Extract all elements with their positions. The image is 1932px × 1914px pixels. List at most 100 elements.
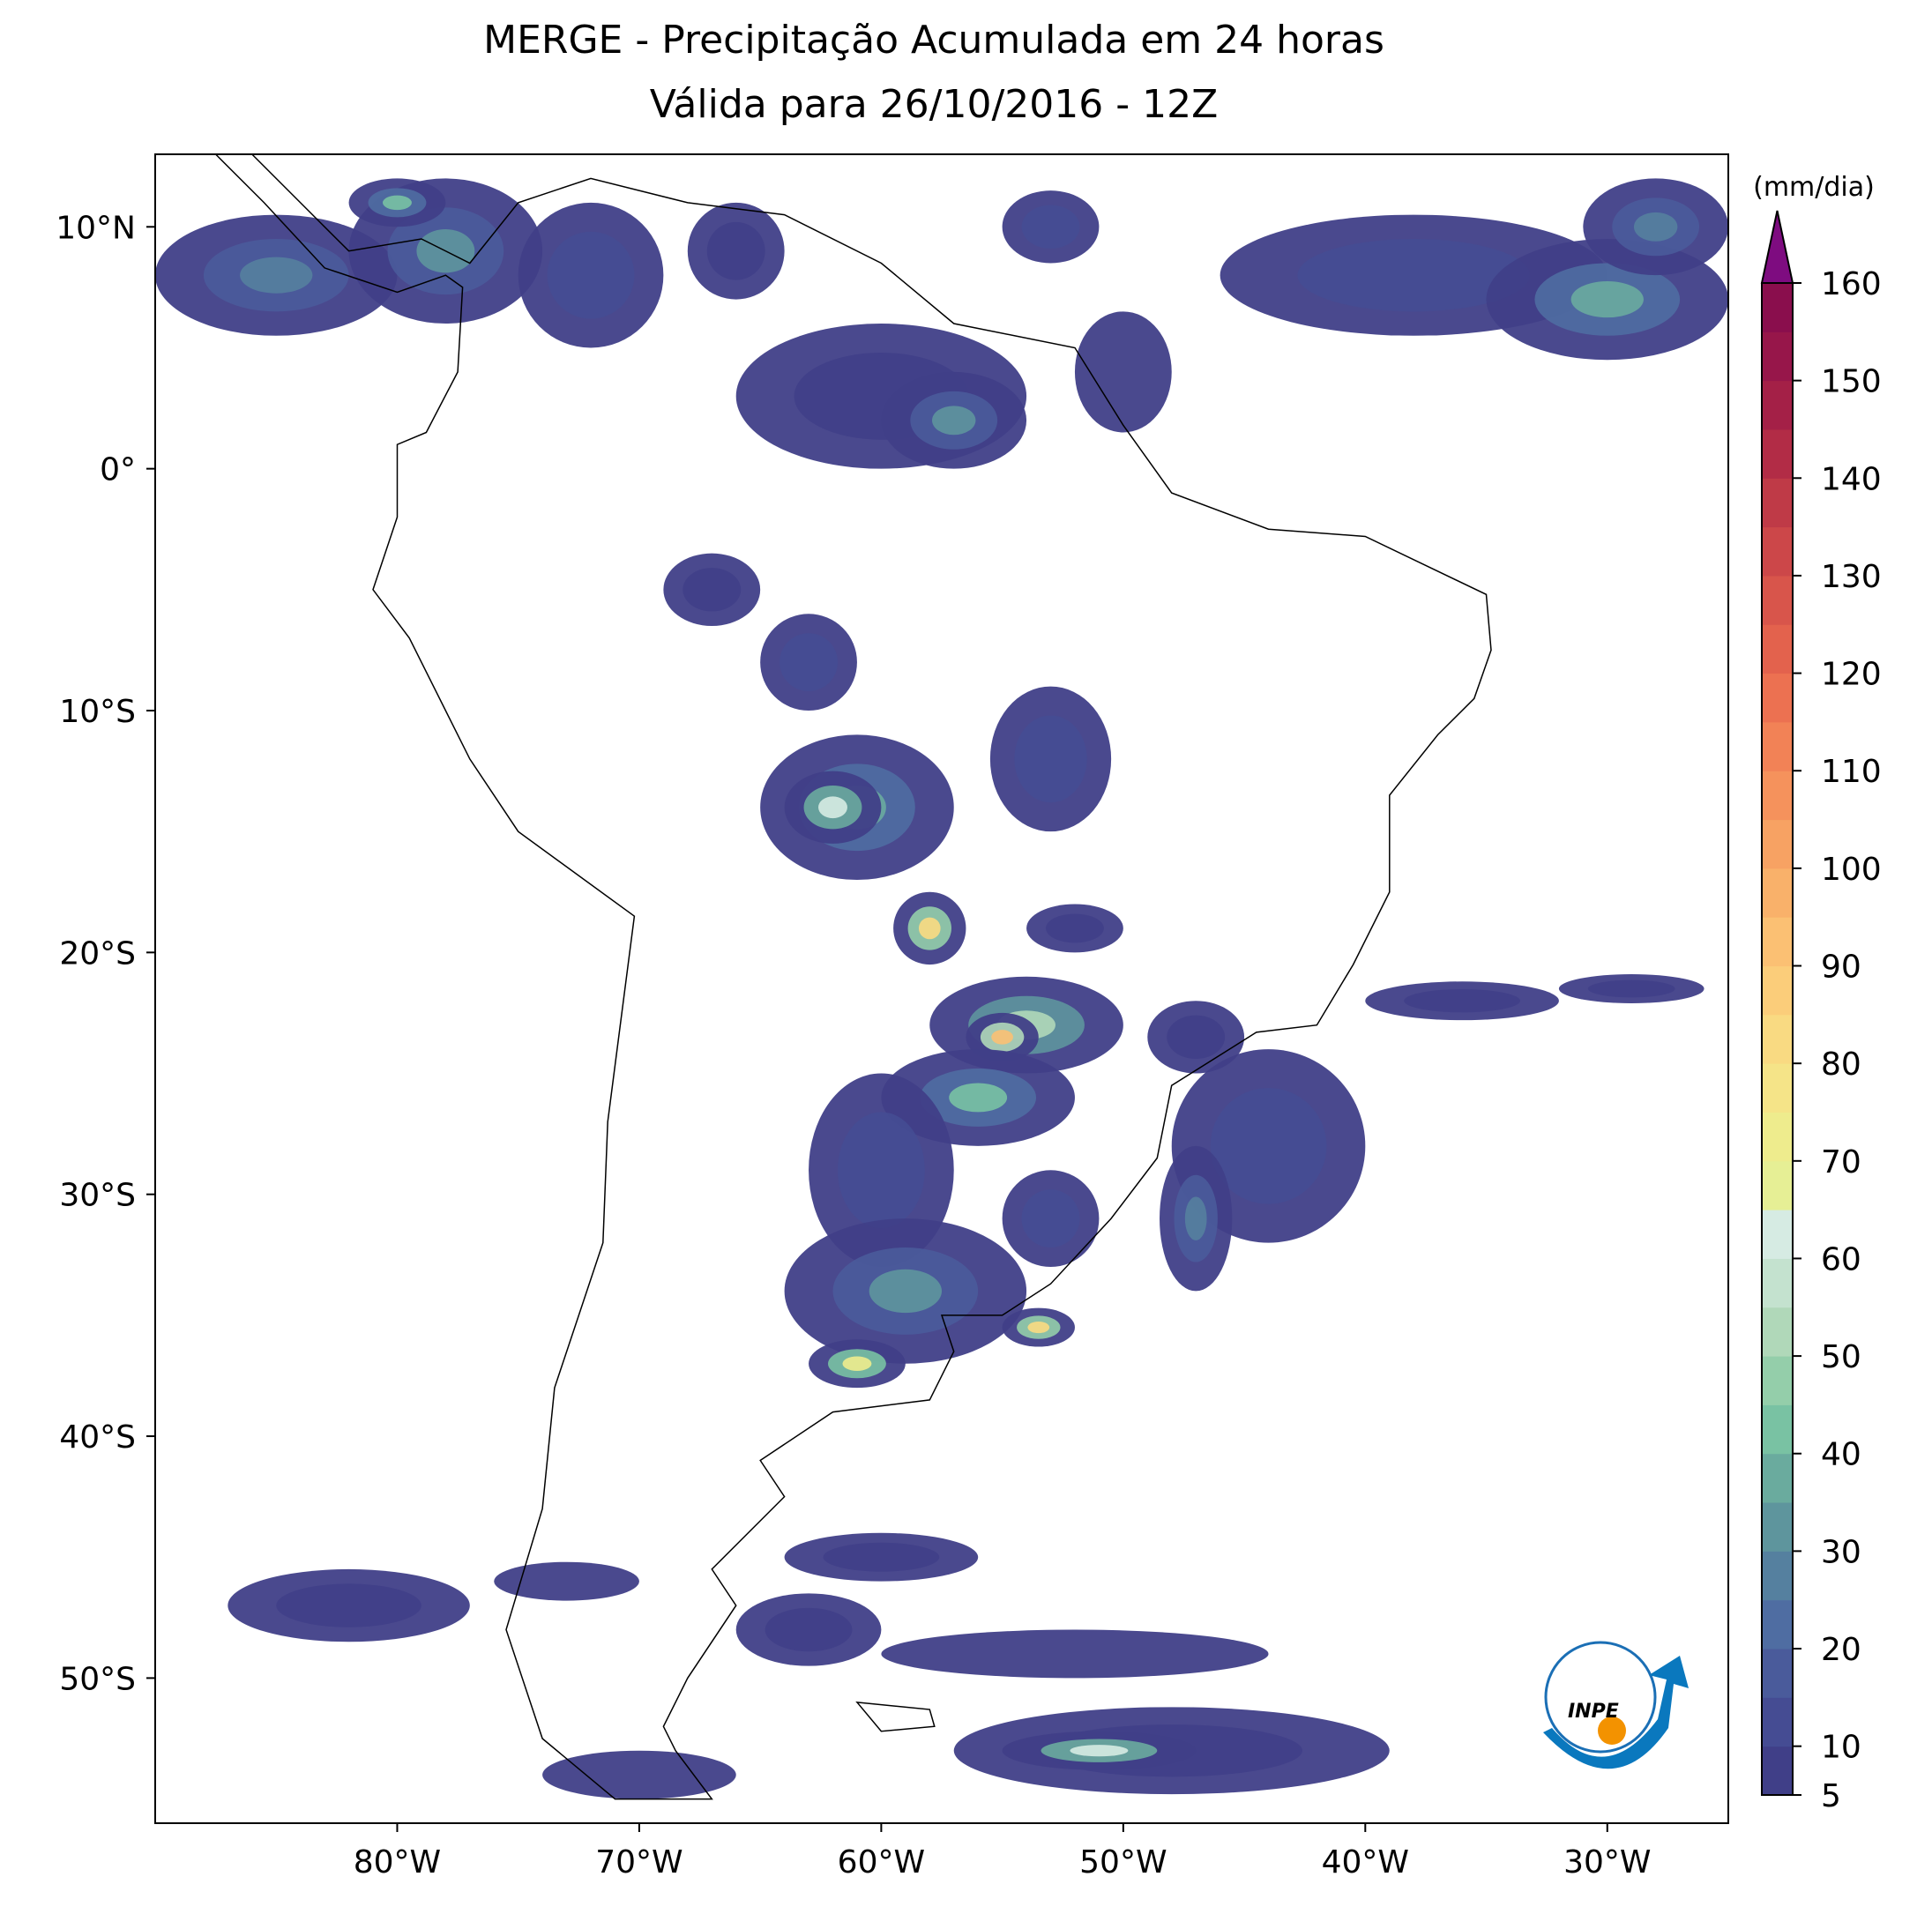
colorbar-tick-label: 130: [1821, 559, 1882, 595]
rain-core: [1021, 1189, 1080, 1248]
colorbar-band: [1762, 1453, 1793, 1503]
colorbar-tick-label: 50: [1821, 1339, 1861, 1375]
rain-peak: [1070, 1745, 1129, 1757]
rain-core: [765, 1607, 853, 1652]
y-tick-label: 50°S: [59, 1661, 136, 1697]
colorbar-tick-label: 30: [1821, 1534, 1861, 1570]
rain-core: [706, 221, 765, 280]
coastline: [215, 154, 1492, 1800]
colorbar-band: [1762, 1551, 1793, 1601]
colorbar-tick-label: 80: [1821, 1046, 1861, 1083]
colorbar-band: [1762, 673, 1793, 723]
colorbar-band: [1762, 1160, 1793, 1210]
rain-core: [823, 1542, 940, 1572]
colorbar-tick-label: 90: [1821, 950, 1861, 986]
map-frame: [154, 153, 1729, 1824]
colorbar-band: [1762, 771, 1793, 821]
colorbar-tick-label: 20: [1821, 1632, 1861, 1668]
map-content: [155, 154, 1728, 1800]
island: [855, 1701, 936, 1732]
colorbar-band: [1762, 1307, 1793, 1357]
rain-peak: [842, 1356, 872, 1371]
logo-sun: [1598, 1717, 1626, 1745]
rain-area: [542, 1750, 736, 1799]
rain-area: [494, 1561, 639, 1601]
colorbar-extend: [1760, 210, 1794, 284]
rain-peak: [918, 917, 941, 940]
colorbar-band: [1762, 1746, 1793, 1796]
rain-core: [1210, 1087, 1327, 1204]
rain-core: [837, 1112, 925, 1229]
rain-core: [683, 568, 742, 612]
colorbar-tick-label: 60: [1821, 1241, 1861, 1277]
rain-peak: [932, 406, 976, 436]
rain-core: [1046, 913, 1104, 943]
map-title: MERGE - Precipitação Acumulada em 24 hor…: [483, 18, 1384, 63]
colorbar-band: [1762, 1649, 1793, 1698]
colorbar-tick-label: 70: [1821, 1144, 1861, 1180]
colorbar-band: [1762, 526, 1793, 577]
colorbar-band: [1762, 868, 1793, 918]
map-subtitle: Válida para 26/10/2016 - 12Z: [650, 82, 1219, 127]
logo-ring: [1544, 1641, 1657, 1754]
colorbar-band: [1762, 478, 1793, 528]
colorbar-band: [1762, 575, 1793, 625]
rain-core: [1297, 239, 1530, 312]
rain-peak: [1184, 1196, 1207, 1240]
rain-peak: [1633, 212, 1678, 242]
colorbar-band: [1762, 721, 1793, 771]
colorbar-band: [1762, 1697, 1793, 1747]
y-tick-label: 10°S: [59, 694, 136, 730]
colorbar-band: [1762, 1502, 1793, 1552]
colorbar-band: [1762, 965, 1793, 1016]
colorbar-band: [1762, 380, 1793, 430]
colorbar-band: [1762, 1063, 1793, 1113]
logo-text: INPE: [1568, 1701, 1619, 1723]
y-tick-label: 20°S: [59, 935, 136, 972]
logo-arrow: [1543, 1656, 1689, 1769]
logo: INPE: [1543, 1641, 1689, 1769]
rain-peak: [991, 1030, 1013, 1045]
rain-peak: [869, 1269, 942, 1314]
colorbar-band: [1762, 819, 1793, 869]
rain-core: [1404, 989, 1520, 1013]
colorbar-band: [1762, 1210, 1793, 1259]
colorbar-tick-label: 150: [1821, 364, 1882, 400]
rain-core: [276, 1583, 421, 1627]
x-tick-label: 80°W: [354, 1844, 441, 1880]
colorbar-band: [1762, 1258, 1793, 1308]
colorbar-band: [1762, 331, 1793, 382]
rain-peak: [240, 257, 313, 294]
rain-peak: [949, 1083, 1008, 1113]
x-tick-label: 50°W: [1079, 1844, 1167, 1880]
colorbar-band: [1762, 283, 1793, 332]
rain-core: [1014, 715, 1087, 803]
colorbar-tick-label: 5: [1821, 1778, 1841, 1814]
x-tick-label: 30°W: [1563, 1844, 1651, 1880]
colorbar-band: [1762, 1356, 1793, 1405]
colorbar-frame: [1761, 282, 1794, 1796]
y-tick-label: 40°S: [59, 1419, 136, 1456]
colorbar-band: [1762, 624, 1793, 674]
rain-core: [780, 633, 838, 692]
colorbar-band: [1762, 1599, 1793, 1650]
y-tick-label: 0°: [100, 452, 136, 488]
rain-peak: [1570, 281, 1644, 318]
rain-area: [881, 1629, 1269, 1679]
colorbar-tick-label: 120: [1821, 657, 1882, 693]
colorbar-tick-label: 110: [1821, 754, 1882, 790]
colorbar-label: (mm/dia): [1753, 172, 1875, 203]
rain-core: [1587, 979, 1675, 998]
rain-core: [547, 231, 635, 319]
colorbar-band: [1762, 1404, 1793, 1455]
rain-area: [1074, 311, 1172, 433]
x-tick-label: 40°W: [1322, 1844, 1409, 1880]
x-tick-label: 70°W: [595, 1844, 683, 1880]
x-tick-label: 60°W: [838, 1844, 925, 1880]
rain-peak: [818, 796, 847, 819]
colorbar-band: [1762, 917, 1793, 967]
colorbar-band: [1762, 1112, 1793, 1162]
colorbar-tick-label: 140: [1821, 461, 1882, 497]
